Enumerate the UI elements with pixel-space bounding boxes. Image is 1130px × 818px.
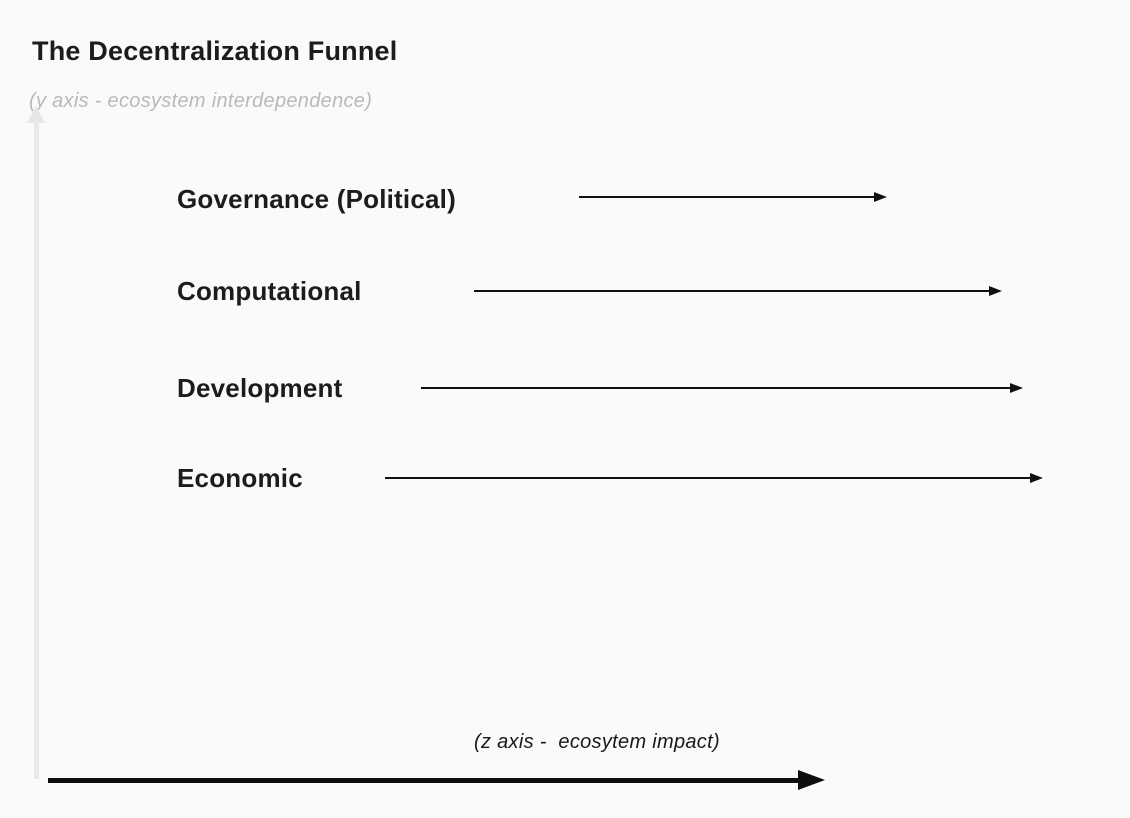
arrow-line — [48, 778, 809, 783]
arrowhead-icon — [989, 286, 1002, 296]
arrow-line — [474, 290, 994, 292]
y-axis-line — [34, 121, 39, 779]
row-label-governance: Governance (Political) — [177, 184, 456, 214]
economic-arrow — [385, 473, 1043, 483]
arrow-line — [421, 387, 1015, 389]
page-title: The Decentralization Funnel — [32, 36, 398, 66]
arrowhead-icon — [874, 192, 887, 202]
computational-arrow — [474, 286, 1002, 296]
y-axis-label: (y axis - ecosystem interdependence) — [29, 90, 373, 112]
governance-arrow — [579, 192, 887, 202]
arrowhead-icon — [1030, 473, 1043, 483]
row-label-computational: Computational — [177, 276, 362, 306]
row-label-economic: Economic — [177, 463, 303, 493]
development-arrow — [421, 383, 1023, 393]
arrow-line — [385, 477, 1035, 479]
arrow-line — [579, 196, 879, 198]
row-label-development: Development — [177, 373, 343, 403]
z-axis-label: (z axis - ecosytem impact) — [474, 731, 720, 753]
arrowhead-icon — [1010, 383, 1023, 393]
arrowhead-icon — [798, 770, 825, 790]
y-axis-arrowhead-icon — [27, 106, 45, 123]
z-axis-arrow — [48, 770, 825, 790]
